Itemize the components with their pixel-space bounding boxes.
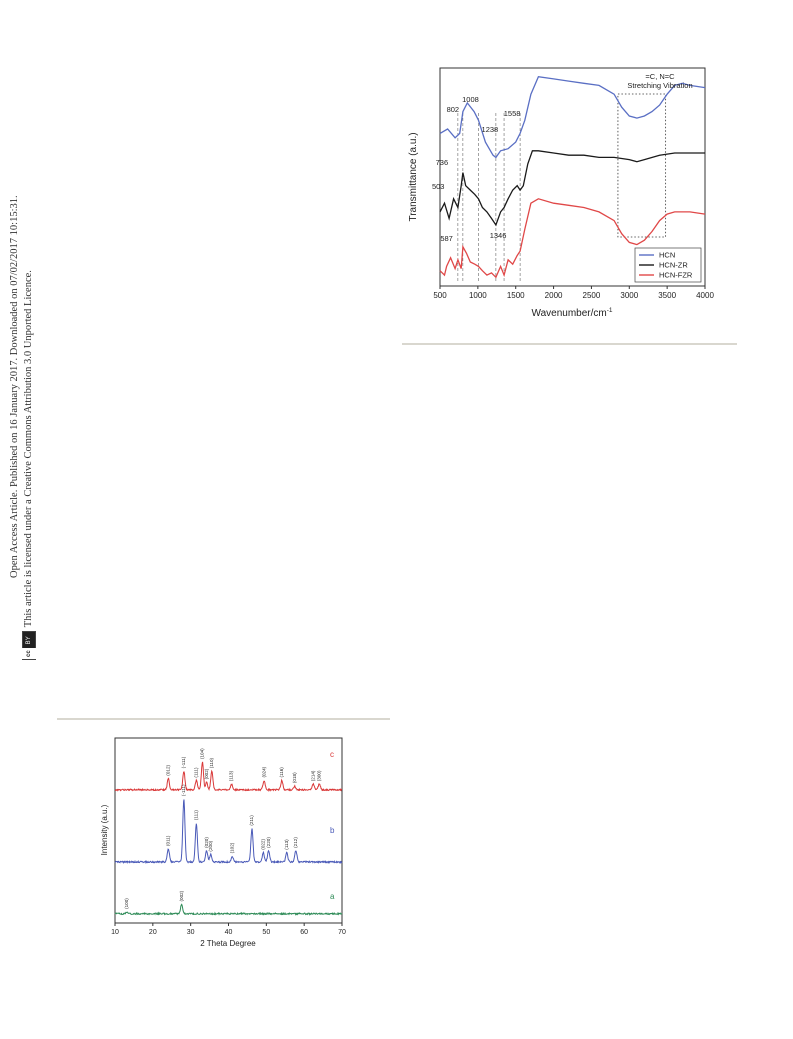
ftir-peak-label: 503 bbox=[432, 182, 445, 191]
ftir-legend: HCN HCN-ZR HCN-FZR bbox=[634, 247, 702, 283]
ftir-x-tick-label: 3000 bbox=[620, 291, 638, 300]
ftir-x-tick-label: 2500 bbox=[583, 291, 601, 300]
license-sidebar: Open Access Article. Published on 16 Jan… bbox=[8, 190, 48, 660]
ftir-line-hcn bbox=[439, 75, 706, 159]
xrd-peak-label: (022) bbox=[261, 839, 266, 850]
xrd-peak-label: (018) bbox=[292, 772, 297, 783]
xrd-peak-label: (212) bbox=[293, 837, 298, 848]
license-sidebar-text: Open Access Article. Published on 16 Jan… bbox=[8, 190, 48, 660]
ftir-x-axis: 500 1000 1500 2000 2500 3000 3500 4000 bbox=[433, 286, 714, 300]
legend-label-hcn-zr: HCN-ZR bbox=[659, 261, 688, 270]
legend-label-hcn-fzr: HCN-FZR bbox=[659, 271, 693, 280]
xrd-x-tick-label: 30 bbox=[187, 929, 195, 936]
box-title: =C, N=C bbox=[645, 72, 675, 81]
ftir-peak-label: 587 bbox=[440, 234, 453, 243]
xrd-peak-label: (-111) bbox=[181, 756, 186, 768]
xrd-peak-label: (002) bbox=[204, 768, 209, 779]
xrd-series bbox=[114, 761, 343, 916]
xrd-x-axis-label: 2 Theta Degree bbox=[200, 939, 256, 948]
ftir-peak-label: 1008 bbox=[462, 95, 479, 104]
xrd-line-b bbox=[114, 799, 343, 865]
xrd-x-tick-label: 10 bbox=[111, 929, 119, 936]
xrd-peak-label: (110) bbox=[209, 757, 214, 768]
license-line-1: Open Access Article. Published on 16 Jan… bbox=[8, 190, 22, 660]
ftir-peak-label: 1558 bbox=[504, 109, 521, 118]
xrd-x-tick-label: 50 bbox=[262, 929, 270, 936]
ftir-peak-label: 802 bbox=[447, 105, 460, 114]
ftir-x-tick-label: 2000 bbox=[545, 291, 563, 300]
cc-icon: cc bbox=[22, 648, 36, 659]
xrd-peak-label: (102) bbox=[230, 842, 235, 853]
xrd-x-tick-label: 60 bbox=[300, 929, 308, 936]
xrd-peak-label: (113) bbox=[229, 770, 234, 781]
ftir-x-tick-label: 1500 bbox=[507, 291, 525, 300]
xrd-peak-label: (111) bbox=[194, 810, 199, 821]
curve-label-c: c bbox=[330, 750, 334, 759]
xrd-x-axis: 10 20 30 40 50 60 70 bbox=[111, 923, 346, 936]
xrd-peak-label: (211) bbox=[249, 815, 254, 826]
curve-label-a: a bbox=[330, 892, 335, 901]
xrd-plot-frame bbox=[114, 737, 343, 924]
xrd-peak-label: (111) bbox=[194, 767, 199, 778]
ftir-line-hcn-fzr bbox=[439, 198, 706, 279]
ftir-x-tick-label: 500 bbox=[433, 291, 447, 300]
figure-divider-left bbox=[57, 718, 390, 720]
ftir-line-hcn-zr bbox=[439, 150, 705, 227]
ftir-peak-label: 1238 bbox=[482, 125, 499, 134]
xrd-y-axis-label: Intensity (a.u.) bbox=[100, 804, 109, 855]
license-line-2: cc BY This article is licensed under a C… bbox=[22, 190, 36, 660]
xrd-peak-label: (220) bbox=[266, 837, 271, 848]
xrd-peak-label: (011) bbox=[166, 835, 171, 846]
ftir-y-axis-label: Transmittance (a.u.) bbox=[408, 132, 419, 221]
ftir-peak-label: 1346 bbox=[490, 231, 507, 240]
xrd-chart: (100) (002) (011) (-111) (111) (020) (200) (102… bbox=[100, 737, 346, 948]
xrd-peak-label: (100) bbox=[124, 898, 129, 909]
ftir-x-tick-label: 3500 bbox=[658, 291, 676, 300]
ftir-series bbox=[439, 75, 706, 279]
xrd-x-tick-label: 40 bbox=[225, 929, 233, 936]
published-note: Open Access Article. Published on 16 Jan… bbox=[9, 195, 20, 578]
box-subtitle: Stretching Vibration bbox=[627, 81, 692, 90]
xrd-peak-label: (024) bbox=[261, 766, 266, 777]
xrd-peak-label: (020) bbox=[204, 837, 209, 848]
xrd-peak-labels: (100) (002) (011) (-111) (111) (020) (200) (102… bbox=[124, 748, 322, 909]
figure-divider-top bbox=[402, 343, 737, 345]
curve-label-b: b bbox=[330, 826, 335, 835]
ftir-x-tick-label: 4000 bbox=[696, 291, 714, 300]
xrd-x-tick-label: 20 bbox=[149, 929, 157, 936]
xrd-x-tick-label: 70 bbox=[338, 929, 346, 936]
ftir-x-tick-label: 1000 bbox=[469, 291, 487, 300]
by-icon: BY bbox=[23, 632, 35, 649]
xrd-line-c bbox=[114, 761, 343, 793]
xrd-peak-label: (200) bbox=[208, 840, 213, 851]
xrd-peak-label: (104) bbox=[200, 748, 205, 759]
ftir-x-axis-label-text: Wavenumber/cm bbox=[532, 308, 607, 319]
ftir-x-axis-label-exponent: -1 bbox=[607, 307, 613, 314]
cc-by-badge[interactable]: cc BY bbox=[22, 631, 36, 660]
xrd-peak-label: (214) bbox=[310, 770, 315, 781]
xrd-peak-label: (300) bbox=[317, 770, 322, 781]
stretching-vibration-box bbox=[617, 93, 667, 238]
xrd-peak-label: (116) bbox=[279, 767, 284, 778]
xrd-peak-label: (012) bbox=[166, 765, 171, 776]
ftir-peak-label: 736 bbox=[436, 158, 449, 167]
license-note: This article is licensed under a Creativ… bbox=[23, 270, 34, 628]
ftir-x-axis-label: Wavenumber/cm-1 bbox=[532, 307, 613, 319]
xrd-peak-label: (113) bbox=[284, 839, 289, 850]
xrd-peak-label: (-111) bbox=[181, 784, 186, 796]
xrd-line-a bbox=[114, 903, 343, 916]
legend-label-hcn: HCN bbox=[659, 251, 675, 260]
xrd-peak-label: (002) bbox=[179, 890, 184, 901]
